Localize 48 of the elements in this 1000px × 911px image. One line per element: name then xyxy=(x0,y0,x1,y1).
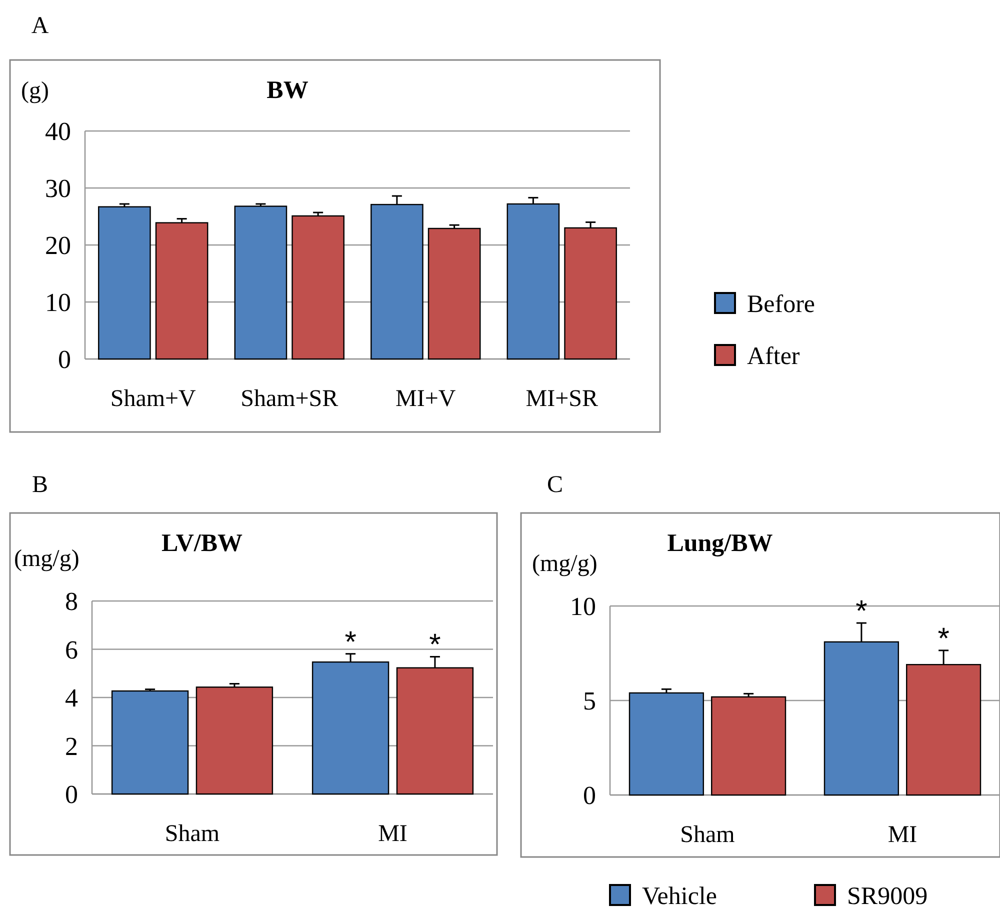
x-tick-label: MI xyxy=(378,821,408,847)
legend-label: SR9009 xyxy=(847,882,928,910)
bar xyxy=(196,686,274,795)
y-tick-label: 4 xyxy=(65,684,78,713)
chart-title: Lung/BW xyxy=(667,530,773,557)
y-tick-label: 5 xyxy=(583,686,596,716)
legend-label: Vehicle xyxy=(642,882,717,910)
y-axis-title: (g) xyxy=(21,78,49,104)
annotation: * xyxy=(938,622,950,656)
legend-label: Before xyxy=(747,290,816,318)
bar xyxy=(98,206,151,360)
y-axis-title: (mg/g) xyxy=(532,551,598,577)
text: C xyxy=(546,472,564,498)
bar xyxy=(711,696,786,796)
text: A xyxy=(31,13,50,39)
bar xyxy=(628,692,704,796)
x-tick-label: MI+V xyxy=(396,386,456,412)
y-tick-label: 0 xyxy=(58,345,71,374)
y-tick-label: 10 xyxy=(45,288,71,318)
chart-title: LV/BW xyxy=(161,530,243,557)
x-tick-label: Sham+SR xyxy=(240,386,338,412)
y-tick-label: 8 xyxy=(65,587,78,616)
y-tick-label: 20 xyxy=(45,231,71,260)
annotation: * xyxy=(856,595,868,628)
chart-title: BW xyxy=(266,77,308,104)
y-tick-label: 2 xyxy=(65,732,78,761)
y-tick-label: 0 xyxy=(583,781,596,810)
x-tick-label: MI+SR xyxy=(526,386,598,412)
y-tick-label: 30 xyxy=(45,174,71,204)
annotation: * xyxy=(344,626,357,659)
y-tick-label: 0 xyxy=(65,780,78,810)
x-tick-label: Sham+V xyxy=(110,386,197,412)
y-axis-title: (mg/g) xyxy=(14,546,80,572)
x-tick-label: MI xyxy=(888,822,918,848)
y-tick-label: 6 xyxy=(65,635,78,664)
legend-label: After xyxy=(747,342,800,370)
y-tick-label: 40 xyxy=(45,117,71,146)
bar xyxy=(564,227,617,360)
bar xyxy=(155,222,208,360)
bar xyxy=(111,690,189,795)
x-tick-label: Sham xyxy=(680,822,736,848)
bar xyxy=(428,228,481,360)
text: B xyxy=(32,472,48,498)
annotation: * xyxy=(429,628,442,662)
bar xyxy=(234,206,288,360)
x-tick-label: Sham xyxy=(164,821,220,847)
y-tick-label: 10 xyxy=(570,592,596,622)
bar xyxy=(292,215,344,360)
